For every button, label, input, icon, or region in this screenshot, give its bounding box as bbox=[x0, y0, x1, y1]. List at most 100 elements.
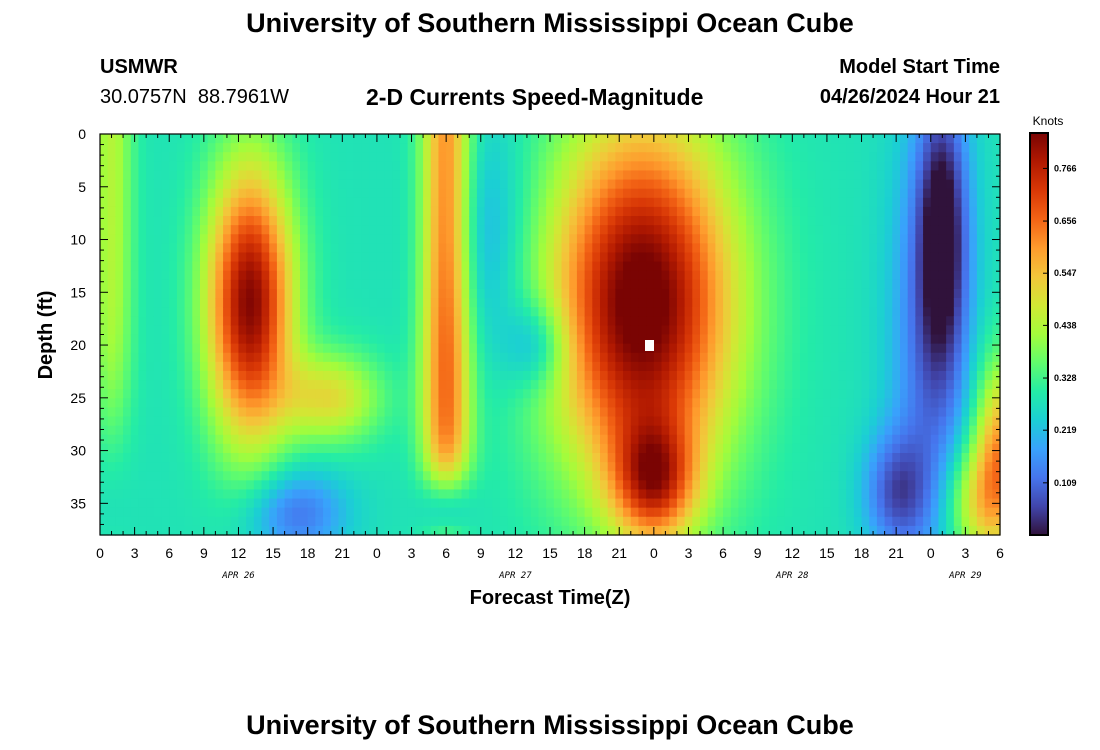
heatmap-cell bbox=[430, 398, 440, 409]
heatmap-cell bbox=[661, 380, 670, 390]
heatmap-cell bbox=[346, 416, 355, 427]
heatmap-cell bbox=[715, 197, 724, 208]
heatmap-cell bbox=[484, 452, 493, 463]
heatmap-cell bbox=[292, 507, 301, 518]
heatmap-cell bbox=[523, 343, 532, 354]
heatmap-cell bbox=[138, 288, 147, 299]
heatmap-cell bbox=[953, 380, 963, 390]
heatmap-cell bbox=[738, 389, 747, 399]
heatmap-cell bbox=[507, 161, 516, 172]
heatmap-cell bbox=[300, 498, 309, 509]
heatmap-cell bbox=[215, 288, 224, 299]
heatmap-cell bbox=[138, 507, 147, 518]
heatmap-cell bbox=[392, 525, 401, 536]
heatmap-cell bbox=[107, 489, 116, 500]
heatmap-cell bbox=[392, 443, 401, 454]
heatmap-cell bbox=[461, 334, 470, 345]
heatmap-cell bbox=[376, 298, 386, 308]
heatmap-cell bbox=[830, 206, 840, 217]
heatmap-cell bbox=[130, 243, 140, 254]
heatmap-cell bbox=[523, 206, 532, 217]
heatmap-cell bbox=[292, 252, 301, 263]
heatmap-cell bbox=[961, 316, 970, 326]
heatmap-cell bbox=[661, 243, 670, 254]
heatmap-cell bbox=[100, 380, 109, 390]
heatmap-cell bbox=[138, 443, 147, 454]
heatmap-cell bbox=[869, 380, 878, 390]
heatmap-cell bbox=[730, 243, 740, 254]
heatmap-cell bbox=[692, 507, 701, 518]
heatmap-cell bbox=[453, 298, 463, 308]
heatmap-cell bbox=[900, 352, 909, 363]
heatmap-cell bbox=[376, 216, 386, 226]
heatmap-cell bbox=[176, 334, 186, 345]
heatmap-cell bbox=[930, 134, 940, 144]
heatmap-cell bbox=[346, 370, 355, 381]
heatmap-cell bbox=[861, 370, 870, 381]
heatmap-cell bbox=[707, 134, 716, 144]
heatmap-cell bbox=[407, 389, 416, 399]
heatmap-cell bbox=[938, 243, 947, 254]
heatmap-cell bbox=[130, 425, 140, 436]
heatmap-cell bbox=[153, 152, 163, 162]
heatmap-cell bbox=[638, 516, 647, 527]
heatmap-cell bbox=[330, 525, 340, 536]
heatmap-cell bbox=[215, 298, 224, 308]
heatmap-cell bbox=[553, 389, 563, 399]
heatmap-cell bbox=[307, 197, 316, 208]
heatmap-cell bbox=[330, 380, 340, 390]
heatmap-cell bbox=[376, 261, 386, 272]
heatmap-cell bbox=[923, 298, 932, 308]
heatmap-cell bbox=[776, 480, 786, 491]
heatmap-cell bbox=[769, 398, 778, 409]
heatmap-cell bbox=[700, 197, 709, 208]
heatmap-cell bbox=[923, 507, 932, 518]
heatmap-cell bbox=[630, 307, 640, 317]
heatmap-cell bbox=[407, 225, 416, 235]
heatmap-cell bbox=[292, 334, 301, 345]
heatmap-cell bbox=[869, 462, 878, 472]
heatmap-cell bbox=[869, 525, 878, 536]
heatmap-cell bbox=[469, 170, 478, 181]
heatmap-cell bbox=[576, 480, 586, 491]
heatmap-cell bbox=[223, 179, 232, 190]
heatmap-cell bbox=[207, 225, 216, 235]
heatmap-cell bbox=[300, 325, 309, 336]
heatmap-cell bbox=[653, 261, 663, 272]
heatmap-cell bbox=[600, 416, 609, 427]
heatmap-cell bbox=[215, 216, 224, 226]
heatmap-cell bbox=[684, 498, 693, 509]
heatmap-cell bbox=[692, 288, 701, 299]
heatmap-cell bbox=[884, 489, 893, 500]
heatmap-cell bbox=[530, 434, 540, 445]
heatmap-cell bbox=[484, 416, 493, 427]
heatmap-cell bbox=[138, 197, 147, 208]
heatmap-cell bbox=[446, 298, 455, 308]
heatmap-cell bbox=[169, 197, 178, 208]
heatmap-cell bbox=[253, 352, 263, 363]
heatmap-cell bbox=[784, 452, 793, 463]
heatmap-cell bbox=[769, 416, 778, 427]
heatmap-cell bbox=[261, 234, 270, 244]
heatmap-cell bbox=[400, 380, 409, 390]
heatmap-cell bbox=[176, 452, 186, 463]
heatmap-cell bbox=[269, 407, 278, 418]
heatmap-cell bbox=[530, 170, 540, 181]
heatmap-cell bbox=[746, 498, 755, 509]
heatmap-cell bbox=[353, 507, 363, 518]
heatmap-cell bbox=[130, 270, 140, 281]
heatmap-cell bbox=[276, 261, 286, 272]
heatmap-cell bbox=[438, 143, 447, 153]
heatmap-cell bbox=[630, 480, 640, 491]
heatmap-cell bbox=[430, 279, 440, 290]
heatmap-cell bbox=[330, 389, 340, 399]
heatmap-cell bbox=[915, 480, 924, 491]
heatmap-cell bbox=[507, 434, 516, 445]
heatmap-cell bbox=[330, 161, 340, 172]
heatmap-cell bbox=[469, 525, 478, 536]
heatmap-cell bbox=[630, 425, 640, 436]
heatmap-cell bbox=[246, 452, 255, 463]
heatmap-cell bbox=[853, 507, 863, 518]
heatmap-cell bbox=[161, 425, 170, 436]
heatmap-cell bbox=[930, 398, 940, 409]
